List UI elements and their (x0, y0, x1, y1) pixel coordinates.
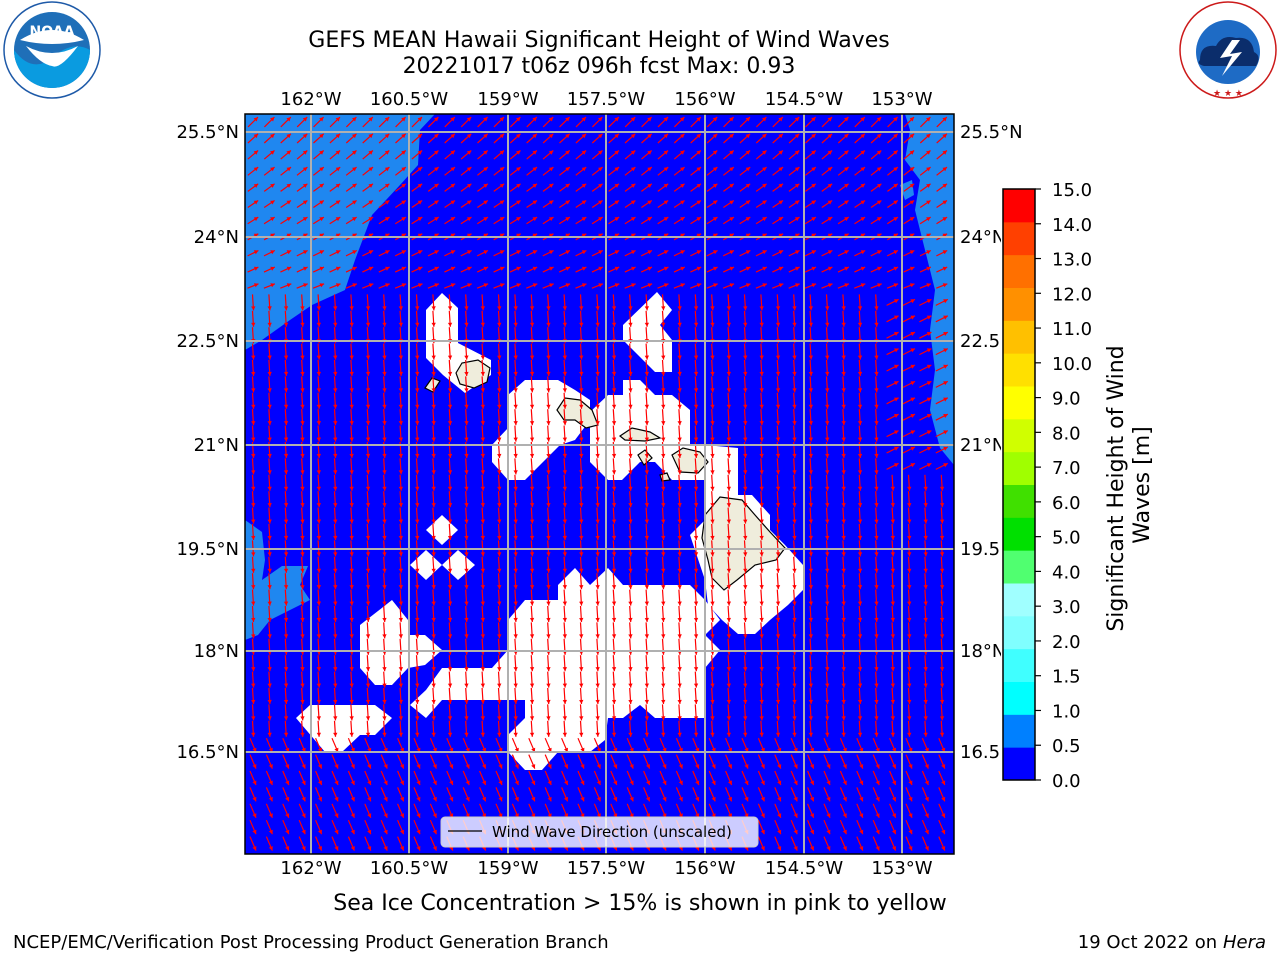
island-lanai (637, 449, 653, 466)
lat-tick-right: 16.5 (960, 742, 1000, 763)
colorbar-tick-label: 1.5 (1052, 667, 1081, 688)
footer-branch: NCEP/EMC/Verification Post Processing Pr… (13, 932, 609, 953)
wave-region-northeast (905, 114, 954, 465)
colorbar-segment (1003, 714, 1035, 748)
map-plot-area: Wind Wave Direction (unscaled) (245, 114, 954, 854)
colorbar-tick-label: 14.0 (1052, 215, 1092, 236)
lat-tick-right: 18°N (960, 641, 1005, 662)
lat-tick-right: 25.5°N (960, 122, 1023, 143)
map-legend: Wind Wave Direction (unscaled) (440, 816, 759, 848)
colorbar-tick-label: 12.0 (1052, 284, 1092, 305)
hawaiian-islands (424, 359, 786, 591)
map-gridlines (245, 114, 954, 854)
lon-tick-bottom: 156°W (674, 858, 735, 879)
colorbar-tick-label: 2.0 (1052, 632, 1081, 653)
lat-tick-right: 21°N (960, 435, 1005, 456)
lon-tick-bottom: 153°W (871, 858, 932, 879)
colorbar-segment (1003, 615, 1035, 650)
lon-tick-bottom: 160.5°W (370, 858, 449, 879)
colorbar-label: Significant Height of Wind Waves [m] (1104, 338, 1155, 631)
colorbar-tick-label: 9.0 (1052, 389, 1081, 410)
colorbar-segment (1003, 681, 1035, 715)
colorbar-tick-label: 13.0 (1052, 250, 1092, 271)
lat-tick-right: 19.5 (960, 539, 1000, 560)
colorbar: 0.0 0.5 1.0 1.5 2.0 3.0 4.0 5.0 6.0 7.0 8.0 9.0 10.0… (1001, 180, 1155, 792)
lat-tick-left: 19.5°N (176, 539, 239, 560)
colorbar-segment (1003, 451, 1035, 485)
colorbar-tick-label: 1.0 (1052, 701, 1081, 722)
colorbar-segment (1003, 287, 1035, 321)
lon-tick-top: 159°W (477, 89, 538, 110)
lon-tick-top: 153°W (871, 89, 932, 110)
footer-date: 19 Oct 2022 on (1077, 932, 1223, 953)
wave-region-northwest (245, 114, 435, 350)
lon-tick-bottom: 157.5°W (567, 858, 646, 879)
colorbar-segment (1003, 386, 1035, 420)
colorbar-tick-label: 10.0 (1052, 354, 1092, 375)
colorbar-tick-label: 0.0 (1052, 771, 1081, 792)
lat-tick-right: 24°N (960, 227, 1005, 248)
lon-tick-bottom: 159°W (477, 858, 538, 879)
lon-tick-top: 160.5°W (370, 89, 449, 110)
nws-logo: ★ ★ ★ (1179, 1, 1277, 99)
lat-tick-left: 21°N (194, 435, 239, 456)
lat-tick-left: 25.5°N (176, 122, 239, 143)
lon-tick-bottom: 162°W (280, 858, 341, 879)
colorbar-tick-label: 15.0 (1052, 180, 1092, 201)
lat-tick-right: 22.5 (960, 331, 1000, 352)
svg-text:★ ★ ★: ★ ★ ★ (1213, 89, 1243, 99)
chart-subtitle: 20221017 t06z 096h fcst Max: 0.93 (402, 54, 796, 79)
sea-ice-note: Sea Ice Concentration > 15% is shown in … (333, 891, 947, 916)
island-hawaii-big-island (701, 496, 786, 591)
lon-tick-top: 162°W (280, 89, 341, 110)
colorbar-segment (1003, 583, 1035, 617)
chart-title: GEFS MEAN Hawaii Significant Height of W… (308, 28, 890, 53)
lat-tick-left: 24°N (194, 227, 239, 248)
colorbar-tick-label: 5.0 (1052, 528, 1081, 549)
footer-host: Hera (1222, 932, 1266, 953)
colorbar-tick-label: 8.0 (1052, 423, 1081, 444)
noaa-logo: NOAA (3, 1, 101, 99)
colorbar-tick-label: 7.0 (1052, 458, 1081, 479)
colorbar-segment (1003, 189, 1035, 223)
lon-tick-bottom: 154.5°W (765, 858, 844, 879)
colorbar-tick-label: 3.0 (1052, 597, 1081, 618)
colorbar-segment (1003, 550, 1035, 584)
colorbar-segment (1003, 418, 1035, 453)
lat-tick-left: 22.5°N (176, 331, 239, 352)
colorbar-tick-label: 4.0 (1052, 562, 1081, 583)
legend-label: Wind Wave Direction (unscaled) (492, 823, 732, 841)
colorbar-tick-label: 11.0 (1052, 319, 1092, 340)
lon-tick-top: 156°W (674, 89, 735, 110)
footer-date-host: 19 Oct 2022 on Hera (1078, 932, 1266, 953)
colorbar-segment (1003, 517, 1035, 551)
colorbar-segment (1003, 254, 1035, 288)
lon-tick-top: 154.5°W (765, 89, 844, 110)
island-niihau (424, 377, 441, 393)
lon-tick-top: 157.5°W (567, 89, 646, 110)
colorbar-segment (1003, 221, 1035, 256)
axis-tick-labels: 162°W 160.5°W 159°W 157.5°W 156°W 154.5°… (176, 89, 1022, 879)
colorbar-tick-label: 0.5 (1052, 736, 1081, 757)
noaa-logo-text: NOAA (30, 24, 75, 40)
map-frame (244, 113, 955, 855)
colorbar-segment (1003, 747, 1035, 781)
colorbar-segment (1003, 484, 1035, 518)
colorbar-segment (1003, 648, 1035, 682)
lat-tick-left: 16.5°N (176, 742, 239, 763)
lat-tick-left: 18°N (194, 641, 239, 662)
colorbar-frame (1002, 188, 1036, 781)
colorbar-segment (1003, 320, 1035, 354)
colorbar-tick-label: 6.0 (1052, 493, 1081, 514)
colorbar-segment (1003, 353, 1035, 387)
island-kauai (455, 359, 491, 389)
